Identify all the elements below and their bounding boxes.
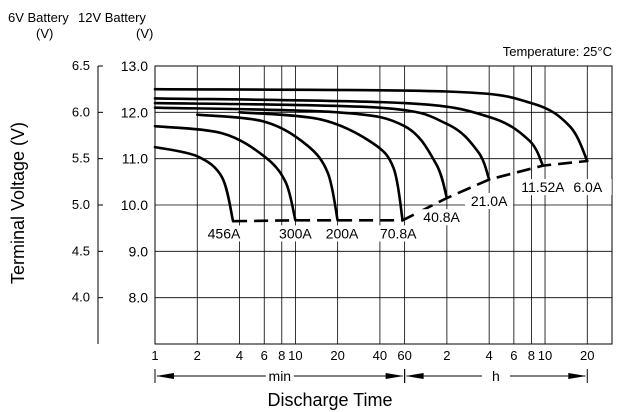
curve-456a	[153, 145, 235, 223]
y-axis-12v-unit: (V)	[136, 26, 153, 41]
x-tick-label-min: 1	[151, 348, 158, 363]
cutoff-voltage-line	[233, 159, 588, 223]
series-label-70-8a: 70.8A	[380, 225, 417, 241]
x-axis-ranges: min h	[154, 368, 588, 384]
x-tick-label-h: 4	[486, 348, 493, 363]
y-tick-label-6v: 6.5	[72, 58, 90, 73]
curve-200a	[196, 113, 339, 222]
y-tick-label-12v: 13.0	[121, 58, 148, 74]
temperature-annotation: Temperature: 25°C	[503, 44, 612, 59]
y-tick-label-6v: 5.0	[72, 197, 90, 212]
series-label-200a: 200A	[326, 225, 359, 241]
series-label-6-0a: 6.0A	[573, 179, 602, 195]
x-tick-label-min: 2	[194, 348, 201, 363]
x-axis-title: Discharge Time	[267, 390, 392, 410]
series-label-300a: 300A	[279, 225, 312, 241]
x-tick-label-min: 8	[278, 348, 285, 363]
x-tick-label-h: 20	[580, 348, 594, 363]
series-label-456a-bg	[199, 225, 248, 242]
plot-frame	[154, 65, 613, 345]
series-label-456a: 456A	[208, 225, 241, 241]
y-tick-label-6v: 5.5	[72, 151, 90, 166]
series-labels: 456A 300A 200A 70.8A 40.8A 21.0A 11.52A 6.0A	[199, 179, 612, 242]
curve-11-52a	[153, 97, 545, 167]
grid-lines	[154, 65, 613, 345]
curve-6-0a	[153, 87, 589, 163]
series-label-21-0a-bg	[465, 193, 514, 209]
series-label-11-52a: 11.52A	[521, 179, 565, 195]
range-h-right-arrow	[568, 373, 587, 379]
curve-21-0a	[153, 101, 491, 181]
range-min-right-arrow	[385, 373, 404, 379]
y-axis-6v: 6.5 6.0 5.5 5.0 4.5 4.0	[72, 58, 103, 344]
y-axis-12v-header: 12V Battery	[78, 10, 146, 25]
y-axis-12v: 13.0 12.0 11.0 10.0 9.0 8.0	[121, 58, 148, 306]
y-axis-6v-header: 6V Battery	[8, 10, 69, 25]
x-tick-label-h: 2	[443, 348, 450, 363]
series-label-40-8a: 40.8A	[423, 209, 460, 225]
range-min-label: min	[269, 368, 292, 384]
y-tick-label-12v: 8.0	[129, 290, 149, 306]
y-tick-label-6v: 4.0	[72, 290, 90, 305]
curve-70-8a	[238, 111, 404, 222]
y-axis-title: Terminal Voltage (V)	[8, 122, 28, 284]
x-tick-label-min: 40	[373, 348, 387, 363]
series-label-6-0a-bg	[563, 179, 612, 196]
y-tick-label-12v: 9.0	[129, 243, 149, 259]
x-axis-ticks: 1 2 4 6 8 10 20 40 60 2 4 6 8 10 20	[151, 348, 594, 363]
x-tick-label-min: 10	[288, 348, 302, 363]
x-tick-label-min: 60	[397, 348, 411, 363]
series-label-11-52a-bg	[518, 179, 567, 196]
series-label-40-8a-bg	[417, 209, 466, 226]
curve-300a	[153, 124, 297, 222]
y-tick-label-12v: 10.0	[121, 197, 148, 213]
y-tick-label-6v: 4.5	[72, 243, 90, 258]
y-axis-6v-unit: (V)	[36, 26, 53, 41]
x-tick-label-h: 8	[528, 348, 535, 363]
series-label-21-0a: 21.0A	[471, 193, 508, 209]
range-h-label: h	[492, 368, 500, 384]
range-h-left-arrow	[405, 373, 424, 379]
curve-40-8a	[153, 106, 449, 200]
x-tick-label-h: 10	[538, 348, 552, 363]
x-tick-label-min: 4	[236, 348, 243, 363]
x-tick-label-min: 6	[261, 348, 268, 363]
discharge-curves	[153, 87, 589, 223]
series-label-300a-bg	[271, 225, 320, 242]
series-label-200a-bg	[318, 225, 367, 242]
y-tick-label-12v: 12.0	[121, 104, 148, 120]
x-tick-label-h: 6	[510, 348, 517, 363]
range-min-left-arrow	[156, 373, 174, 379]
y-tick-label-12v: 11.0	[122, 151, 148, 167]
y-tick-label-6v: 6.0	[72, 104, 90, 119]
x-tick-label-min: 20	[330, 348, 344, 363]
series-label-70-8a-bg	[374, 225, 423, 242]
